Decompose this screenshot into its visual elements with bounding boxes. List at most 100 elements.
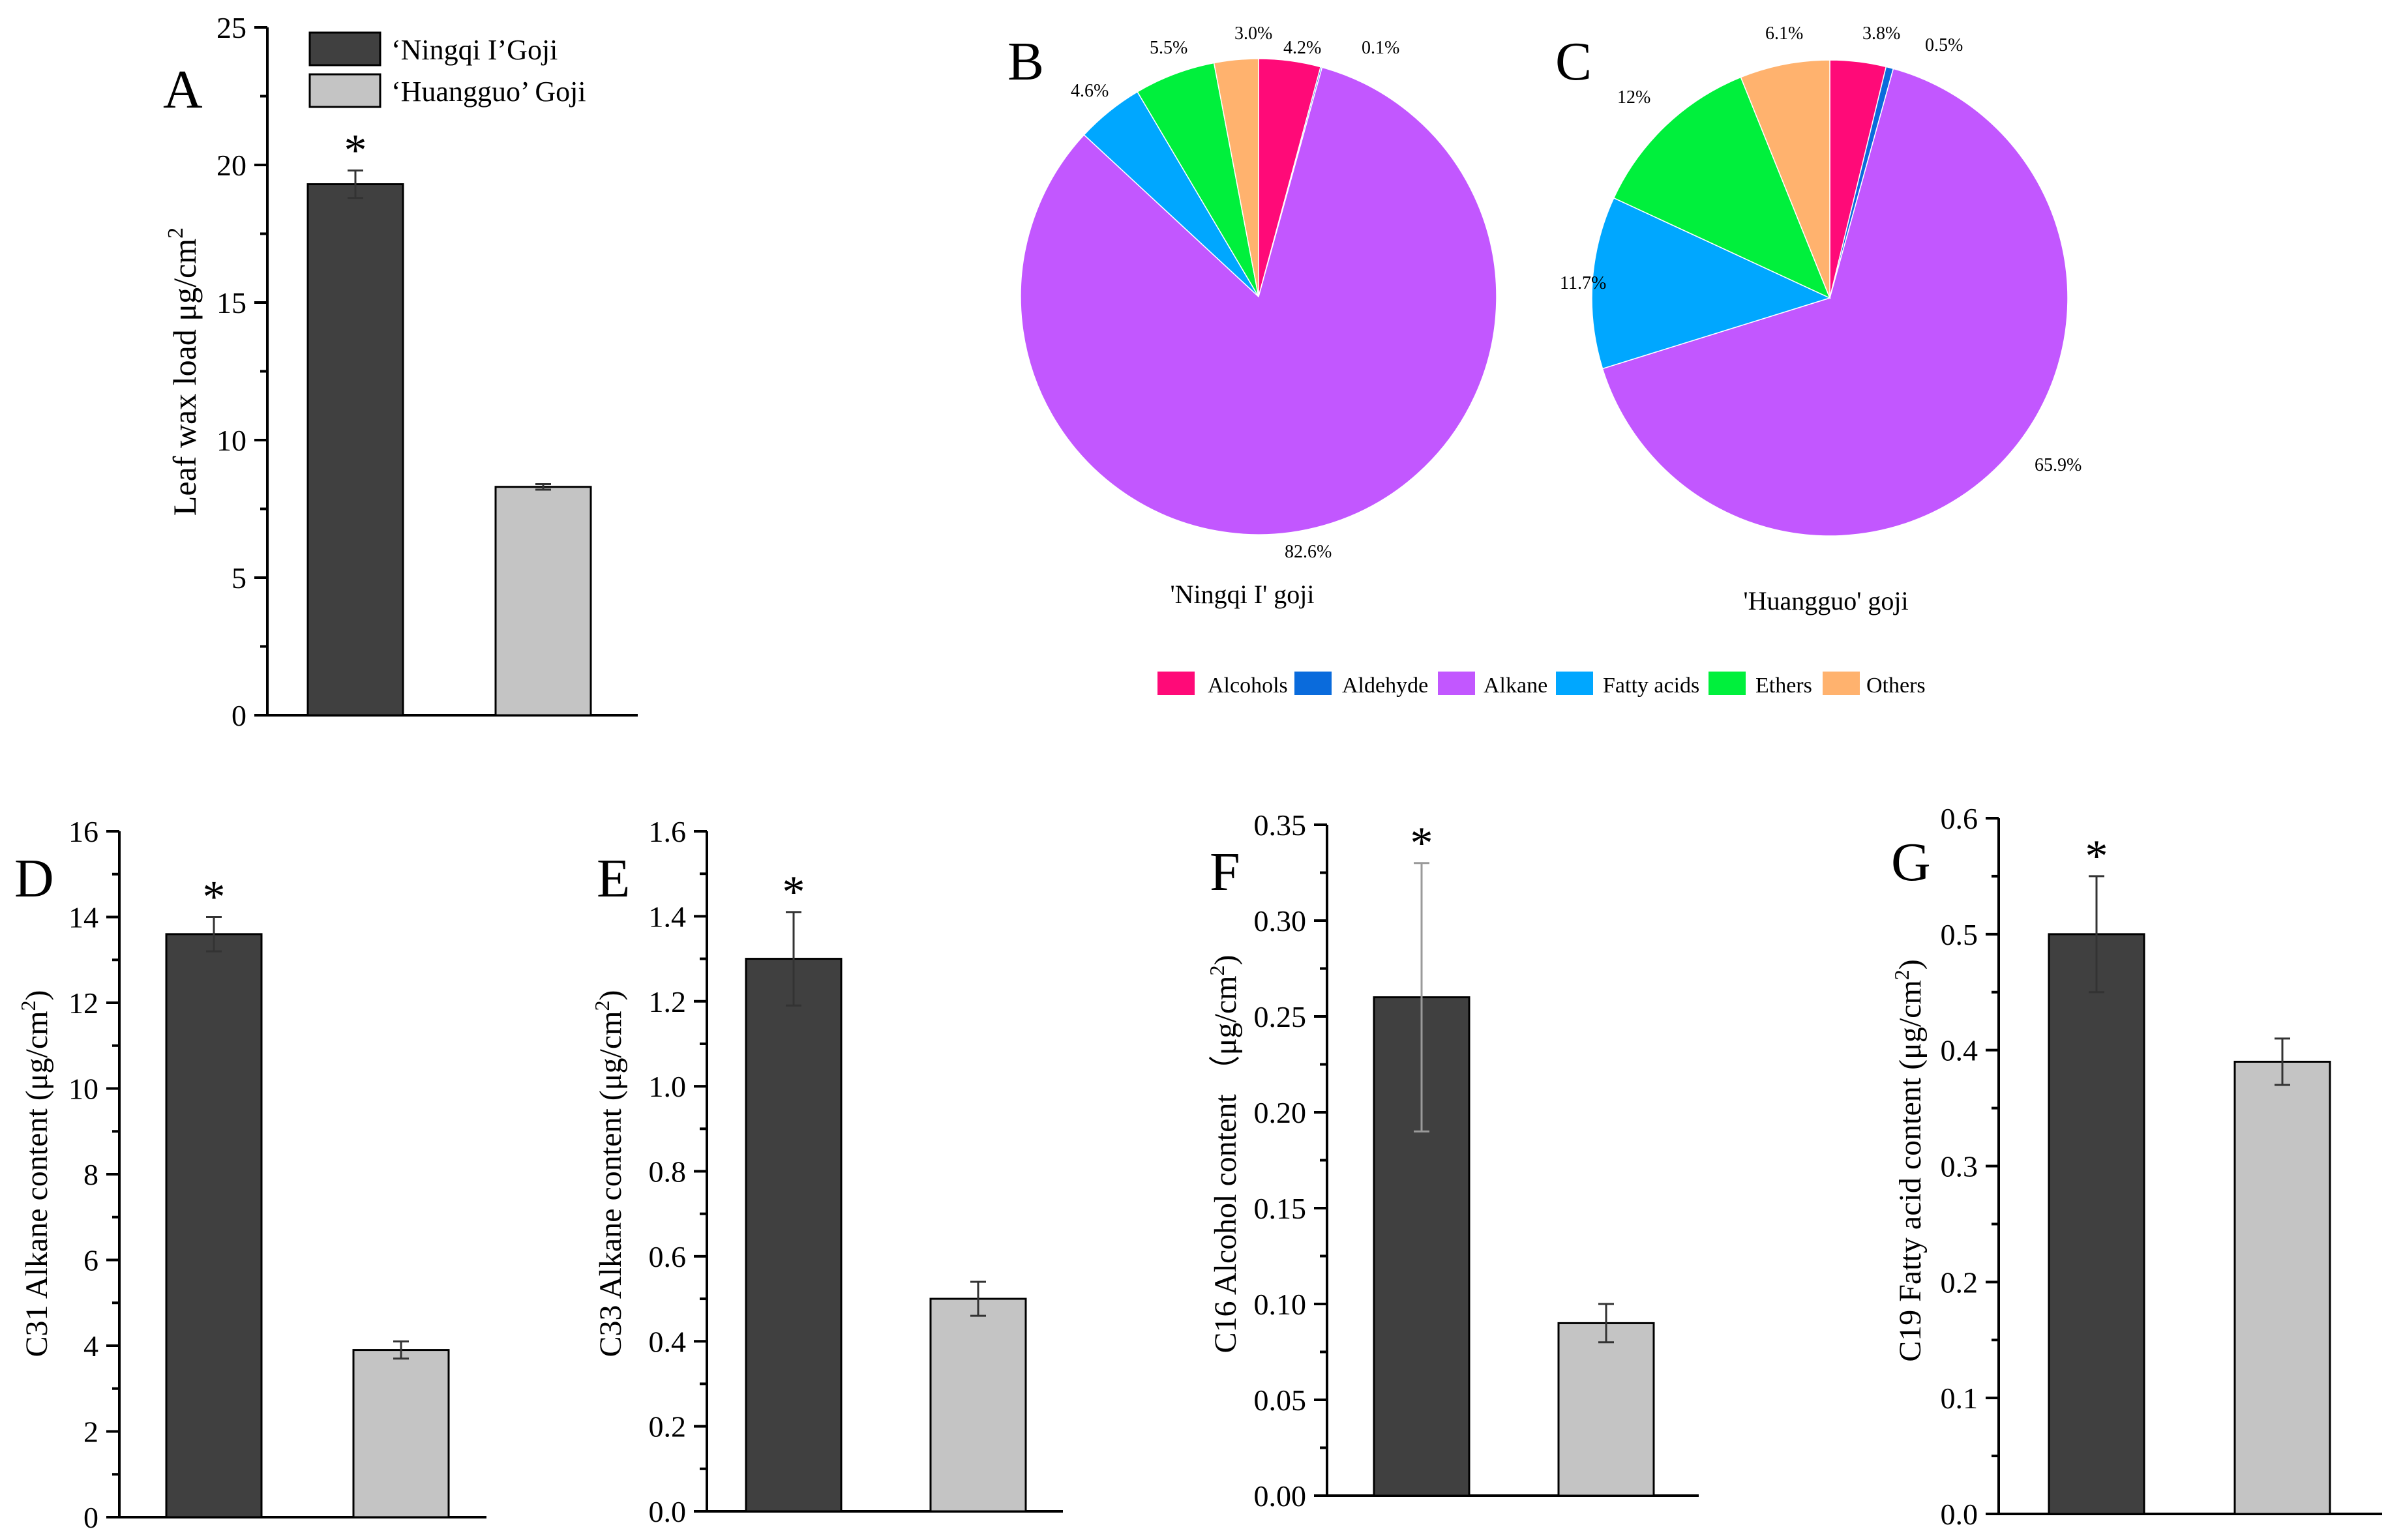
ylabel-text: C31 Alkane content (μg/cm (20, 1011, 54, 1357)
panel-f-error-bar (1598, 1303, 1614, 1344)
panel-e-plot: 0.0 0.2 0.4 0.6 0.8 1.0 1.2 1.4 1.6 * E C33 Alkane … (590, 815, 1063, 1528)
panel-e-error-bar (970, 1281, 986, 1317)
ylabel-superscript: 2 (16, 1001, 40, 1011)
panel-g-y-tick-label: 0.3 (1941, 1150, 1978, 1183)
panel-a: A Leaf wax load μg/cm2 ‘Ningqi I’Goji ‘H… (163, 31, 586, 516)
ylabel-superscript: 2 (1205, 965, 1229, 975)
panel-f-plot: 0.00 0.05 0.10 0.15 0.20 0.25 0.30 0.35 * F C16 Al… (1205, 808, 1699, 1513)
panel-g-y-tick-label: 0.6 (1941, 802, 1978, 835)
legend-label-aldehyde: Aldehyde (1342, 674, 1428, 698)
panel-e-y-tick-label: 0.8 (649, 1155, 687, 1189)
legend-swatch-fatty-acids (1556, 672, 1593, 695)
legend-swatch-ningqi (308, 31, 381, 67)
panel-b: B 'Ningqi I' goji (1007, 31, 1315, 609)
panel-e-y-tick-label: 0.4 (649, 1325, 687, 1358)
panel-c-pie: 3.8% 0.5% 65.9% 11.7% 12% 6.1% (1560, 23, 2082, 537)
panel-d-y-tick-label: 6 (83, 1244, 98, 1277)
panel-d-error-bar (206, 916, 222, 953)
panel-b-slice-label-others: 3.0% (1234, 23, 1272, 44)
ylabel-text: C33 Alkane content (μg/cm (593, 1011, 628, 1357)
panel-a-y-tick-label: 25 (216, 11, 246, 44)
panel-f-error-bar (1414, 862, 1429, 1133)
panel-g-plot: 0.0 0.1 0.2 0.3 0.4 0.5 0.6 * G C19 Fatty acid co… (1890, 802, 2382, 1531)
panel-c: C 'Huangguo' goji (1555, 31, 1909, 615)
panel-a-y-tick-label: 15 (216, 286, 246, 319)
panel-c-slice-label-aldehyde: 0.5% (1925, 35, 1963, 55)
panel-d-ylabel: C31 Alkane content (μg/cm2) (16, 990, 54, 1357)
panel-b-slice-others (1213, 58, 1259, 297)
ylabel-close: ) (1893, 959, 1928, 970)
panel-g-ylabel: C19 Fatty acid content (μg/cm2) (1890, 959, 1928, 1362)
panel-f-bar-huangguo (1557, 1322, 1655, 1497)
panel-d-y-tick-label: 16 (68, 815, 98, 848)
legend-label-huangguo: ‘Huangguo’ Goji (391, 76, 586, 108)
panel-a-y-tick-label: 0 (231, 699, 246, 732)
panel-b-slice-label-alcohols: 4.2% (1283, 38, 1321, 58)
panel-c-slice-label-alcohols: 3.8% (1862, 23, 1900, 44)
panel-c-slice-label-alkane: 65.9% (2035, 455, 2082, 475)
legend-swatch-huangguo (308, 73, 381, 108)
panel-b-slice-label-alkane: 82.6% (1285, 542, 1332, 562)
panel-d-y-tick-label: 12 (68, 986, 98, 1020)
panel-g-y-tick-label: 0.5 (1941, 918, 1978, 951)
panel-b-slice-label-fatty-acids: 4.6% (1071, 81, 1109, 101)
panel-e-significance-star: * (783, 867, 805, 917)
panel-f-y-tick-label: 0.05 (1254, 1384, 1307, 1417)
panel-e-bar-ningqi (745, 958, 843, 1513)
panel-d-y-tick-label: 10 (68, 1073, 98, 1106)
panel-a-bar-ningqi (306, 183, 404, 717)
panel-g-y-tick-label: 0.2 (1941, 1266, 1978, 1299)
panel-f-y-tick-label: 0.25 (1254, 1000, 1307, 1033)
ylabel-text: C19 Fatty acid content (μg/cm (1893, 980, 1928, 1362)
legend-swatch-aldehyde (1294, 672, 1332, 695)
panel-d-y-tick-label: 14 (68, 901, 98, 934)
legend-swatch-ethers (1709, 672, 1746, 695)
panel-d-bar-ningqi (165, 933, 263, 1518)
panel-g-bar-ningqi (2048, 933, 2145, 1515)
ylabel-close: ) (1208, 955, 1243, 966)
panel-g-y-tick-label: 0.0 (1941, 1498, 1978, 1531)
legend-label-ethers: Ethers (1755, 674, 1812, 698)
panel-a-bar-huangguo (494, 486, 592, 717)
panel-g-significance-star: * (2085, 831, 2108, 881)
panel-d-letter: D (14, 848, 54, 909)
panel-f-y-tick-label: 0.10 (1254, 1288, 1307, 1321)
panel-g-y-tick-label: 0.4 (1941, 1034, 1978, 1067)
panel-c-caption: 'Huangguo' goji (1743, 586, 1908, 615)
panel-d-y-tick-label: 8 (83, 1158, 98, 1191)
panel-f-ylabel: C16 Alcohol content （μg/cm2) (1205, 955, 1243, 1354)
panel-f-y-tick-label: 0.35 (1254, 808, 1307, 842)
panel-b-slice-label-aldehyde: 0.1% (1362, 38, 1399, 58)
panel-d-y-tick-label: 0 (83, 1501, 98, 1534)
panel-d-y-tick-label: 4 (83, 1329, 98, 1363)
panel-a-legend: ‘Ningqi I’Goji ‘Huangguo’ Goji (308, 31, 586, 108)
panel-b-slice-alkane (1020, 67, 1497, 535)
legend-label-alkane: Alkane (1484, 674, 1547, 698)
panel-a-letter: A (163, 59, 203, 120)
panel-e-y-tick-label: 0.2 (649, 1410, 687, 1444)
ylabel-close: ) (20, 990, 54, 1001)
panel-f-y-tick-label: 0.20 (1254, 1096, 1307, 1129)
panel-a-plot: 0 5 10 15 20 25 * (216, 11, 638, 732)
legend-swatch-alkane (1438, 672, 1475, 695)
ylabel-close: ) (593, 990, 628, 1001)
panel-a-y-tick-label: 5 (231, 561, 246, 595)
legend-swatch-others (1823, 672, 1860, 695)
panel-f-y-tick-label: 0.00 (1254, 1479, 1307, 1513)
panel-e-y-tick-label: 1.4 (649, 900, 687, 933)
legend-swatch-alcohols (1157, 672, 1195, 695)
panel-b-slice-label-ethers: 5.5% (1150, 38, 1187, 58)
panel-f-y-tick-label: 0.30 (1254, 904, 1307, 938)
ylabel-text: C16 Alcohol content （μg/cm (1208, 975, 1243, 1353)
panel-b-pie: 4.2% 0.1% 82.6% 4.6% 5.5% 3.0% (1020, 23, 1497, 562)
panel-a-ylabel: Leaf wax load μg/cm2 (164, 228, 203, 516)
panel-a-ylabel-superscript: 2 (164, 228, 188, 239)
panel-c-slice-label-others: 6.1% (1765, 23, 1803, 44)
panel-f-letter: F (1210, 842, 1240, 902)
panel-e-y-tick-label: 1.0 (649, 1070, 687, 1103)
ylabel-superscript: 2 (590, 1001, 614, 1011)
panel-b-caption: 'Ningqi I' goji (1170, 580, 1314, 609)
panel-e-y-tick-label: 1.2 (649, 985, 687, 1018)
